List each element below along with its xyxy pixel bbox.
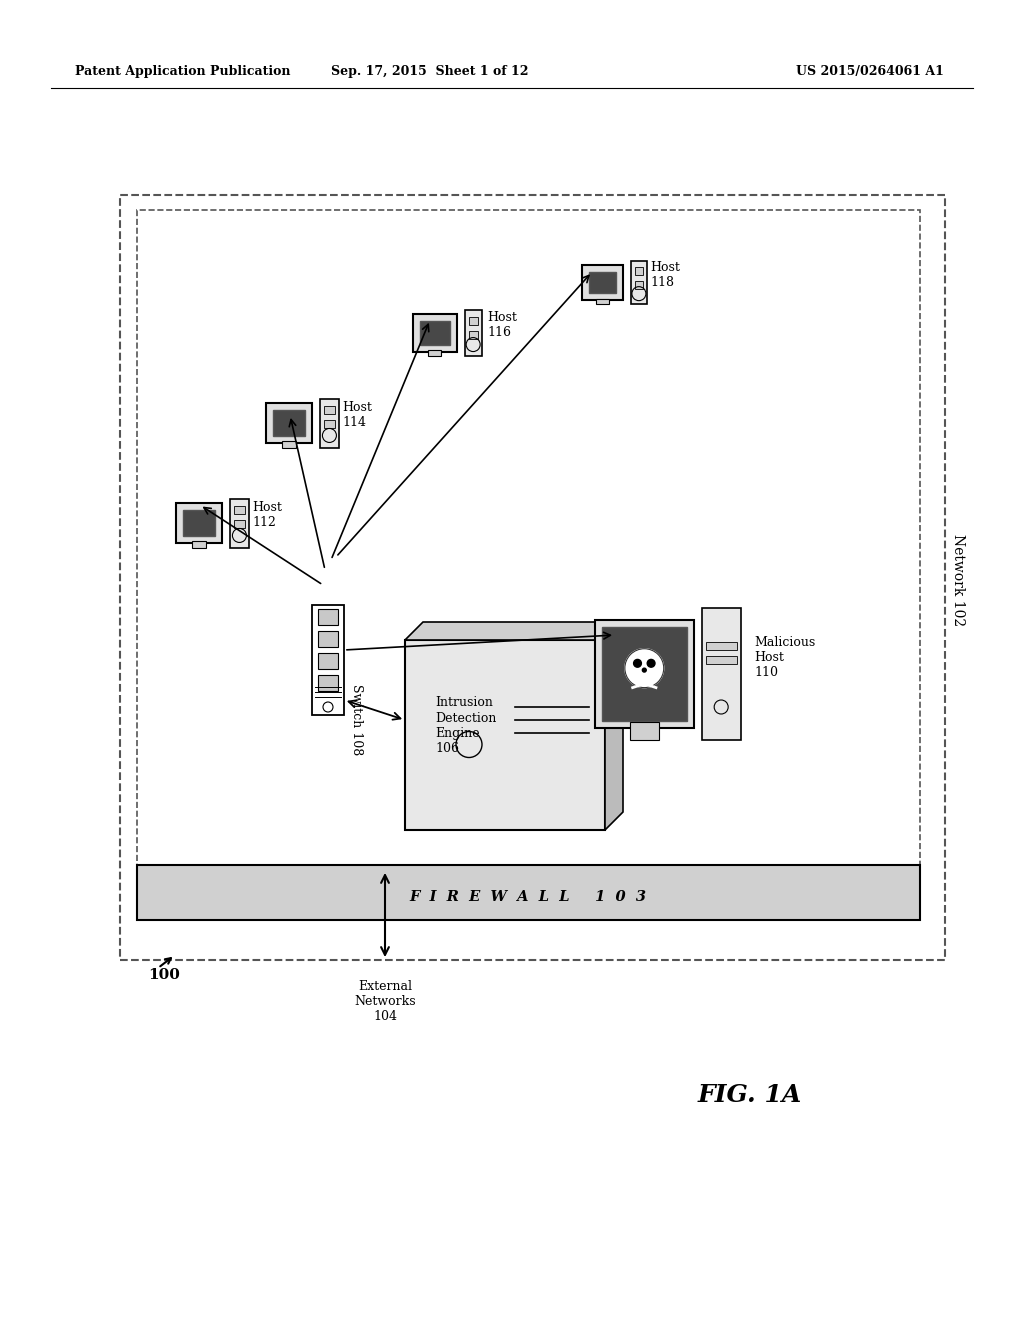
Bar — [234, 507, 245, 515]
Bar — [321, 399, 339, 447]
Bar — [465, 310, 482, 356]
Bar — [420, 321, 450, 345]
Circle shape — [647, 660, 655, 667]
Bar — [273, 411, 305, 436]
Bar — [630, 722, 659, 741]
Text: 100: 100 — [148, 968, 180, 982]
Bar — [428, 350, 441, 356]
Text: Host
112: Host 112 — [252, 502, 282, 529]
Bar — [137, 865, 920, 920]
Text: F  I  R  E  W  A  L  L     1  0  3: F I R E W A L L 1 0 3 — [410, 890, 646, 904]
Bar — [318, 631, 338, 647]
Bar — [413, 314, 457, 352]
Text: Network 102: Network 102 — [951, 533, 965, 626]
Bar — [706, 656, 736, 664]
Bar — [312, 605, 344, 715]
Text: Sep. 17, 2015  Sheet 1 of 12: Sep. 17, 2015 Sheet 1 of 12 — [331, 66, 528, 78]
Bar — [595, 620, 693, 729]
Bar — [589, 272, 615, 293]
Text: Malicious
Host
110: Malicious Host 110 — [754, 636, 815, 678]
Bar — [183, 511, 215, 536]
Polygon shape — [406, 622, 623, 640]
Text: Host
116: Host 116 — [487, 312, 517, 339]
Bar — [701, 609, 740, 741]
Text: US 2015/0264061 A1: US 2015/0264061 A1 — [796, 66, 944, 78]
Polygon shape — [605, 622, 623, 830]
Bar — [234, 520, 245, 528]
Bar — [635, 267, 643, 275]
Bar — [469, 317, 478, 325]
Circle shape — [625, 648, 664, 688]
Text: Patent Application Publication: Patent Application Publication — [75, 66, 291, 78]
Text: Intrusion
Detection
Engine
106: Intrusion Detection Engine 106 — [435, 697, 497, 755]
Bar — [631, 261, 647, 305]
Bar — [283, 441, 296, 447]
Bar — [406, 640, 605, 830]
Text: External
Networks
104: External Networks 104 — [354, 979, 416, 1023]
Bar — [230, 499, 249, 548]
Bar — [635, 281, 643, 289]
Bar — [137, 210, 920, 870]
Bar — [325, 407, 335, 414]
Text: Host
114: Host 114 — [342, 401, 372, 429]
Bar — [596, 298, 608, 305]
Bar — [193, 541, 206, 548]
Bar — [602, 627, 687, 721]
Bar — [318, 675, 338, 690]
Circle shape — [634, 660, 641, 667]
Text: Switch 108: Switch 108 — [350, 684, 362, 755]
Bar — [469, 331, 478, 339]
Text: FIG. 1A: FIG. 1A — [698, 1082, 802, 1107]
Bar — [318, 653, 338, 669]
Bar — [318, 609, 338, 624]
Bar — [706, 642, 736, 649]
Bar — [120, 195, 945, 960]
Bar — [325, 421, 335, 429]
Bar — [266, 404, 312, 444]
Text: Host
118: Host 118 — [650, 261, 680, 289]
Circle shape — [642, 668, 646, 672]
Bar — [176, 503, 222, 544]
Bar — [582, 265, 623, 301]
